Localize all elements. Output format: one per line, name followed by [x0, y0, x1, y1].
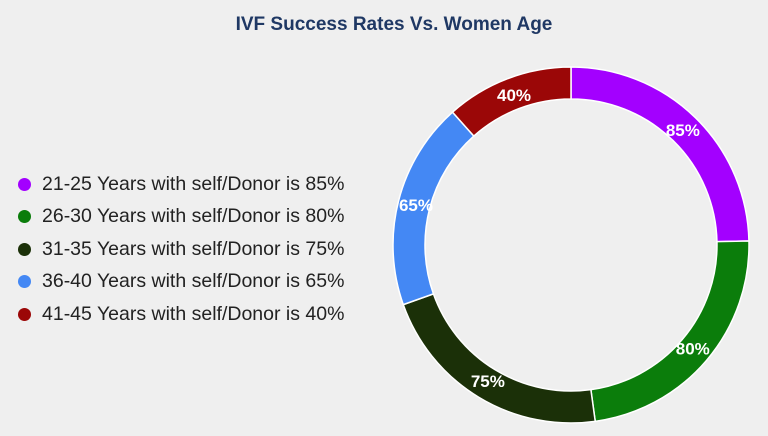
- legend-label: 41-45 Years with self/Donor is 40%: [42, 302, 345, 325]
- pie-slice: [451, 66, 572, 138]
- legend: 21-25 Years with self/Donor is 85% 26-30 …: [18, 168, 344, 331]
- legend-item: 26-30 Years with self/Donor is 80%: [18, 201, 344, 234]
- legend-label: 31-35 Years with self/Donor is 75%: [42, 237, 345, 260]
- slice-value-label: 80%: [676, 339, 710, 358]
- slice-value-label: 65%: [399, 196, 433, 215]
- chart-title: IVF Success Rates Vs. Women Age: [235, 14, 553, 35]
- pie-slice: [570, 66, 750, 243]
- legend-swatch: [18, 275, 31, 289]
- legend-item: 21-25 Years with self/Donor is 85%: [18, 168, 344, 201]
- legend-label: 26-30 Years with self/Donor is 80%: [42, 205, 345, 228]
- slice-value-label: 40%: [497, 86, 531, 105]
- slice-value-label: 85%: [666, 121, 700, 140]
- pie-slice: [402, 292, 597, 424]
- legend-item: 36-40 Years with self/Donor is 65%: [18, 266, 344, 299]
- legend-item: 41-45 Years with self/Donor is 40%: [18, 298, 344, 331]
- legend-label: 36-40 Years with self/Donor is 65%: [42, 270, 345, 293]
- legend-swatch: [18, 307, 31, 321]
- legend-swatch: [18, 177, 31, 191]
- legend-swatch: [18, 210, 31, 224]
- legend-item: 31-35 Years with self/Donor is 75%: [18, 233, 344, 266]
- legend-swatch: [18, 242, 31, 256]
- pie-slice: [590, 240, 750, 423]
- slice-value-label: 75%: [471, 372, 505, 391]
- legend-label: 21-25 Years with self/Donor is 85%: [42, 172, 345, 195]
